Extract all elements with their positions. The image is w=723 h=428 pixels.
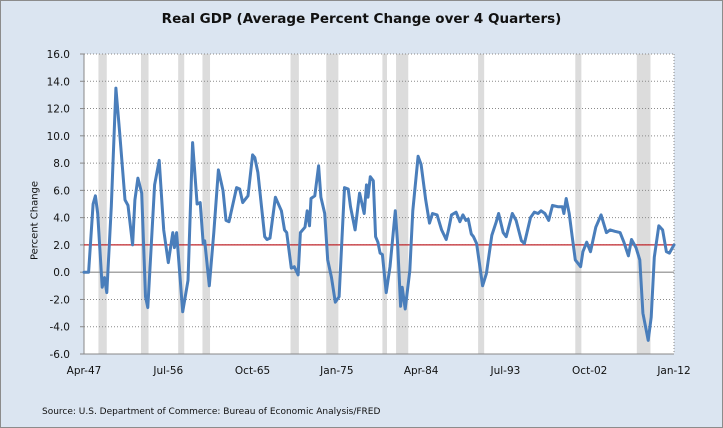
x-tick-label: Jan-12 [656,365,690,377]
recession-band [326,54,339,354]
chart-title: Real GDP (Average Percent Change over 4 … [161,11,562,27]
y-tick-label: 0.0 [53,267,70,279]
y-tick-label: 12.0 [47,104,70,116]
x-tick-label: Jan-75 [319,365,353,377]
source-note: Source: U.S. Department of Commerce: Bur… [42,407,381,417]
y-tick-label: 16.0 [47,49,70,61]
y-tick-label: 4.0 [53,213,70,225]
y-tick-label: -6.0 [50,349,71,361]
y-tick-label: -4.0 [50,322,71,334]
y-tick-label: -2.0 [50,294,71,306]
recession-band [575,54,582,354]
y-tick-label: 10.0 [47,131,70,143]
recession-band [382,54,387,354]
plot-area [84,54,674,354]
y-tick-label: 14.0 [47,76,70,88]
x-tick-label: Jul-56 [152,365,183,377]
y-tick-label: 2.0 [53,240,70,252]
recession-band [178,54,185,354]
x-tick-label: Jul-93 [490,365,521,377]
x-tick-label: Apr-84 [404,365,439,377]
recession-band [140,54,149,354]
x-tick-label: Oct-02 [572,365,607,377]
x-tick-label: Apr-47 [67,365,102,377]
recession-band [98,54,107,354]
y-tick-label: 8.0 [53,158,70,170]
y-tick-label: 6.0 [53,185,70,197]
recession-band [202,54,211,354]
recession-band [290,54,299,354]
x-tick-label: Oct-65 [235,365,270,377]
recession-band [478,54,485,354]
